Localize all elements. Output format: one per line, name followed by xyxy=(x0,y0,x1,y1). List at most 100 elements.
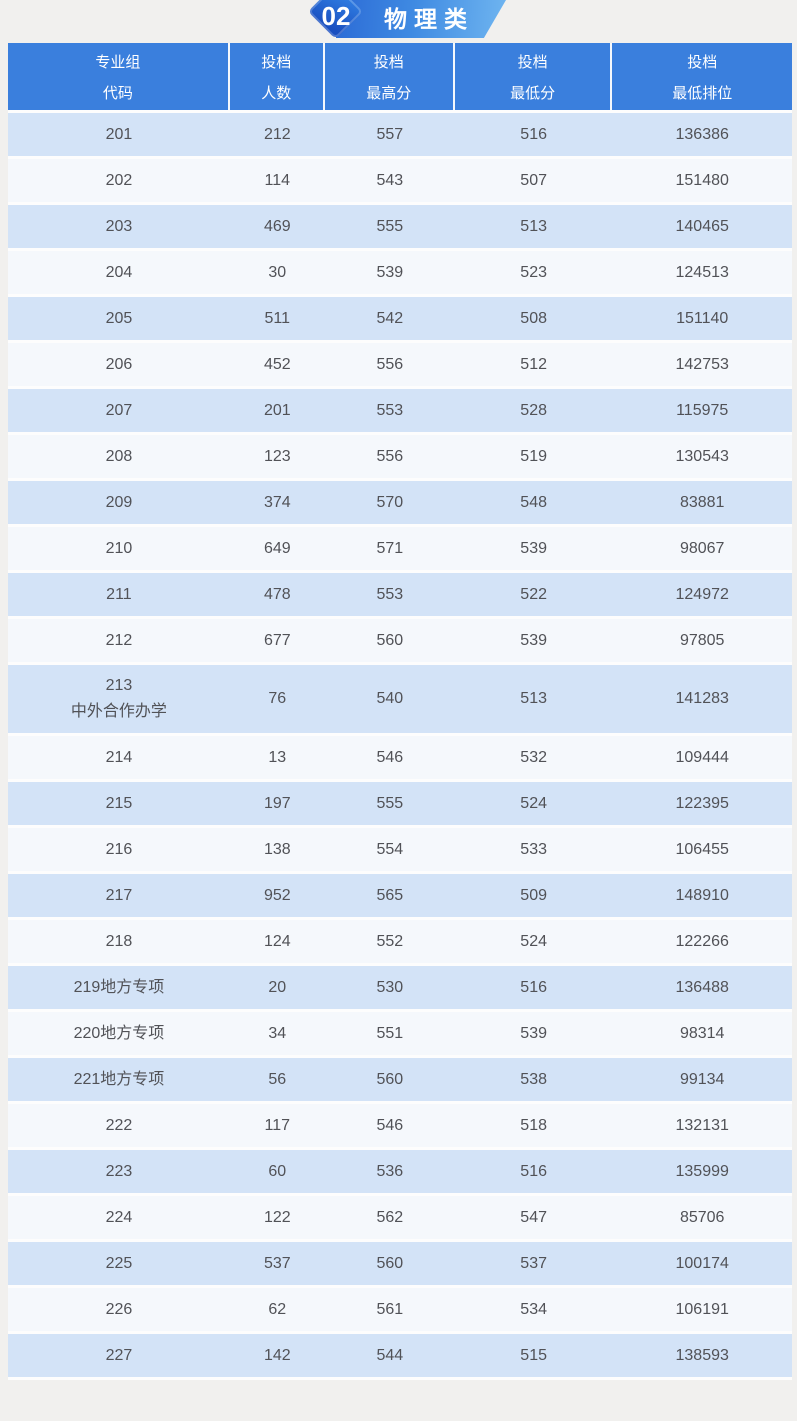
section-badge: 物理类 02 xyxy=(306,0,506,46)
table-row: 217 952 565 509 148910 xyxy=(8,874,792,920)
cell-min-rank: 136386 xyxy=(675,125,729,143)
cell-group-code: 207 xyxy=(105,401,133,419)
table-row: 204 30 539 523 124513 xyxy=(8,251,792,297)
cell-group-code: 209 xyxy=(105,493,133,511)
cell-min-rank: 85706 xyxy=(679,1208,725,1226)
cell-min-rank: 124972 xyxy=(675,585,729,603)
cell-min-rank: 130543 xyxy=(675,447,729,465)
cell-group-code: 202 xyxy=(105,171,133,189)
admission-score-table: 专业组 代码 投档 人数 投档 最高分 投档 最低分 投档 最低排位 201 212 557 516 13… xyxy=(8,43,792,1380)
table-row: 213 中外合作办学 76 540 513 141283 xyxy=(8,665,792,736)
cell-max-score: 560 xyxy=(376,631,404,649)
cell-min-rank: 115975 xyxy=(676,401,729,419)
cell-min-rank: 98067 xyxy=(679,539,725,557)
cell-min-score: 539 xyxy=(520,539,547,557)
cell-group-code: 217 xyxy=(105,886,133,904)
cell-count: 56 xyxy=(268,1070,287,1088)
table-row: 214 13 546 532 109444 xyxy=(8,736,792,782)
header-label: 专业组 xyxy=(95,53,141,71)
cell-min-rank: 135999 xyxy=(675,1162,729,1180)
cell-min-rank: 98314 xyxy=(679,1024,725,1042)
cell-group-code: 215 xyxy=(105,794,133,812)
cell-min-rank: 97805 xyxy=(679,631,725,649)
cell-max-score: 552 xyxy=(376,932,404,950)
header-label: 投档 xyxy=(687,53,718,71)
cell-min-score: 507 xyxy=(520,171,547,189)
table-row: 215 197 555 524 122395 xyxy=(8,782,792,828)
cell-group-code: 213 中外合作办学 xyxy=(70,677,167,720)
cell-count: 197 xyxy=(263,794,291,812)
cell-group-code: 221地方专项 xyxy=(73,1070,165,1088)
cell-max-score: 561 xyxy=(376,1300,404,1318)
section-title: 物理类 xyxy=(384,6,474,32)
cell-count: 677 xyxy=(263,631,291,649)
table-row: 206 452 556 512 142753 xyxy=(8,343,792,389)
cell-group-code: 201 xyxy=(105,125,133,143)
table-row: 220地方专项 34 551 539 98314 xyxy=(8,1012,792,1058)
table-row: 216 138 554 533 106455 xyxy=(8,828,792,874)
cell-group-code: 210 xyxy=(105,539,133,557)
cell-max-score: 556 xyxy=(376,355,404,373)
table-row: 222 117 546 518 132131 xyxy=(8,1104,792,1150)
cell-max-score: 555 xyxy=(376,217,404,235)
table-row: 227 142 544 515 138593 xyxy=(8,1334,792,1380)
cell-group-code: 211 xyxy=(106,585,132,603)
table-row: 208 123 556 519 130543 xyxy=(8,435,792,481)
cell-min-score: 523 xyxy=(520,263,547,281)
cell-group-code: 220地方专项 xyxy=(73,1024,165,1042)
table-body: 201 212 557 516 136386 202 114 543 507 151480 203 4… xyxy=(8,113,792,1380)
cell-count: 13 xyxy=(268,748,287,766)
cell-max-score: 542 xyxy=(376,309,404,327)
cell-max-score: 540 xyxy=(376,690,404,707)
cell-group-code: 226 xyxy=(105,1300,133,1318)
header-label: 代码 xyxy=(102,84,133,102)
cell-min-rank: 124513 xyxy=(675,263,729,281)
cell-min-score: 513 xyxy=(520,690,547,707)
cell-max-score: 555 xyxy=(376,794,404,812)
section-number: 02 xyxy=(321,1,351,31)
header-label: 最高分 xyxy=(366,84,412,102)
cell-max-score: 530 xyxy=(376,978,404,996)
cell-min-score: 513 xyxy=(520,217,547,235)
cell-min-rank: 100174 xyxy=(675,1254,729,1272)
cell-max-score: 553 xyxy=(376,401,404,419)
cell-min-rank: 109444 xyxy=(675,748,729,766)
cell-min-score: 516 xyxy=(520,1162,547,1180)
cell-min-rank: 138593 xyxy=(675,1346,729,1364)
table-row: 224 122 562 547 85706 xyxy=(8,1196,792,1242)
cell-min-rank: 141283 xyxy=(675,690,729,707)
cell-min-rank: 151480 xyxy=(675,171,729,189)
cell-max-score: 571 xyxy=(376,539,404,557)
cell-count: 537 xyxy=(263,1254,291,1272)
cell-min-rank: 148910 xyxy=(675,886,729,904)
cell-count: 649 xyxy=(263,539,291,557)
cell-max-score: 551 xyxy=(376,1024,404,1042)
cell-max-score: 556 xyxy=(376,447,404,465)
cell-group-code: 216 xyxy=(105,840,133,858)
cell-group-code: 203 xyxy=(105,217,133,235)
table-row: 219地方专项 20 530 516 136488 xyxy=(8,966,792,1012)
cell-max-score: 553 xyxy=(376,585,404,603)
cell-count: 117 xyxy=(264,1116,291,1134)
cell-max-score: 560 xyxy=(376,1254,404,1272)
table-row: 218 124 552 524 122266 xyxy=(8,920,792,966)
cell-count: 20 xyxy=(268,978,287,996)
cell-min-score: 518 xyxy=(520,1116,547,1134)
cell-count: 122 xyxy=(263,1208,291,1226)
cell-min-score: 515 xyxy=(520,1346,547,1364)
header-label: 投档 xyxy=(261,53,292,71)
cell-min-score: 548 xyxy=(520,493,547,511)
cell-count: 142 xyxy=(263,1346,291,1364)
cell-min-rank: 151140 xyxy=(676,309,729,327)
cell-count: 124 xyxy=(263,932,291,950)
header-cell-count: 投档 人数 xyxy=(230,43,325,110)
cell-min-rank: 132131 xyxy=(675,1116,729,1134)
header-cell-min-score: 投档 最低分 xyxy=(455,43,613,110)
cell-max-score: 565 xyxy=(376,886,404,904)
cell-min-score: 508 xyxy=(520,309,547,327)
cell-group-code: 212 xyxy=(105,631,133,649)
cell-group-code: 225 xyxy=(105,1254,133,1272)
cell-min-score: 537 xyxy=(520,1254,547,1272)
cell-min-score: 528 xyxy=(520,401,547,419)
table-row: 202 114 543 507 151480 xyxy=(8,159,792,205)
